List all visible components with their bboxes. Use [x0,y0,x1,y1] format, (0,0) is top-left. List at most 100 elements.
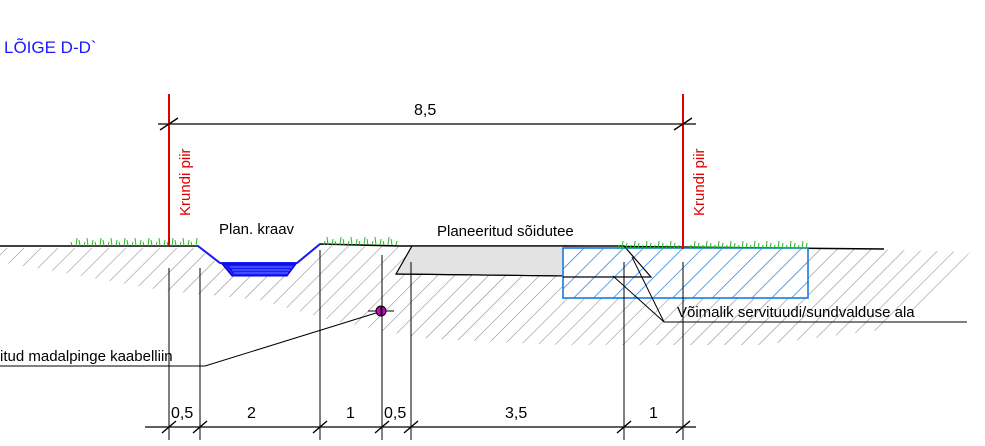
grass-blade [171,237,174,247]
grass-blade [761,244,764,250]
grass-blade [673,242,676,250]
planned-ditch [197,243,321,277]
grass-blade [99,237,102,247]
dimension-value: 0,5 [171,405,193,422]
grass-blade [801,240,804,250]
grass-blade [697,242,700,250]
grass-blade [382,240,385,246]
dimension-value: 0,5 [384,405,406,422]
grass-blade [166,241,169,247]
grass-blade [741,240,744,250]
road-edge-overlay [563,245,653,278]
servitude-label: Võimalik servituudi/sundvalduse ala [677,304,915,321]
servitude-leader [612,256,967,323]
overall-dimension [158,117,696,131]
grass-blade [134,237,137,247]
grass-blade [107,241,110,247]
grass-blade [350,236,353,246]
boundary-lines [168,94,684,249]
grass-blade [705,240,708,250]
road-label: Planeeritud sõidutee [437,223,574,240]
grass-blade [94,241,97,247]
grass-blade [195,237,198,247]
grass-blade [669,240,672,250]
servitude-area [562,247,809,299]
grass-blade [147,237,150,247]
right-boundary-label: Krundi piir [691,148,708,216]
grass-blade [753,240,756,250]
dimension-value: 1 [346,405,355,422]
grass-blade [649,242,652,250]
grass-blade [339,236,342,246]
grass-blade [91,239,94,247]
grass-tufts [70,236,808,250]
dimension-value: 3,5 [505,405,527,422]
dimension-value: 1 [649,405,658,422]
grass-blade [777,240,780,250]
grass-blade [331,238,334,246]
grass-blade [653,244,656,250]
grass-blade [390,238,393,246]
grass-blade [70,241,73,247]
grass-blade [701,244,704,250]
grass-blade [629,244,632,250]
grass-blade [118,241,121,247]
grass-blade [621,240,624,250]
grass-blade [641,244,644,250]
grass-blade [689,244,692,250]
grass-blade [358,240,361,246]
section-title: LÕIGE D-D` [4,38,97,57]
cable-leader [0,312,377,367]
grass-blade [155,241,158,247]
grass-blade [757,242,760,250]
grass-blade [78,239,81,247]
grass-blade [765,240,768,250]
grass-blade [785,244,788,250]
grass-blade [131,241,134,247]
grass-blade [371,240,374,246]
grass-blade [773,244,776,250]
grass-blade [693,240,696,250]
grass-blade [729,240,732,250]
grass-blade [366,238,369,246]
grass-blade [617,244,620,250]
cable-label: itud madalpinge kaabelliin [0,348,173,365]
grass-blade [323,240,326,246]
grass-blade [637,242,640,250]
grass-blade [745,242,748,250]
grass-blade [793,242,796,250]
grass-blade [150,239,153,247]
grass-blade [733,242,736,250]
grass-blade [657,240,660,250]
grass-blade [677,244,680,250]
grass-blade [661,242,664,250]
grass-blade [665,244,668,250]
grass-blade [374,236,377,246]
grass-blade [75,237,78,247]
grass-blade [83,241,86,247]
grass-blade [158,237,161,247]
grass-blade [363,236,366,246]
grass-blade [781,242,784,250]
cable-marker [368,305,394,317]
grass-blade [633,240,636,250]
grass-blade [717,240,720,250]
grass-blade [725,244,728,250]
grass-blade [179,241,182,247]
grass-blade [347,240,350,246]
grass-blade [115,239,118,247]
grass-blade [190,241,193,247]
grass-blade [355,238,358,246]
left-boundary-label: Krundi piir [177,148,194,216]
overall-dimension-value: 8,5 [414,102,436,119]
grass-blade [805,242,808,250]
grass-blade [182,237,185,247]
grass-blade [379,238,382,246]
grass-blade [769,242,772,250]
grass-blade [797,244,800,250]
grass-blade [102,239,105,247]
grass-blade [139,239,142,247]
grass-blade [342,238,345,246]
grass-blade [789,240,792,250]
